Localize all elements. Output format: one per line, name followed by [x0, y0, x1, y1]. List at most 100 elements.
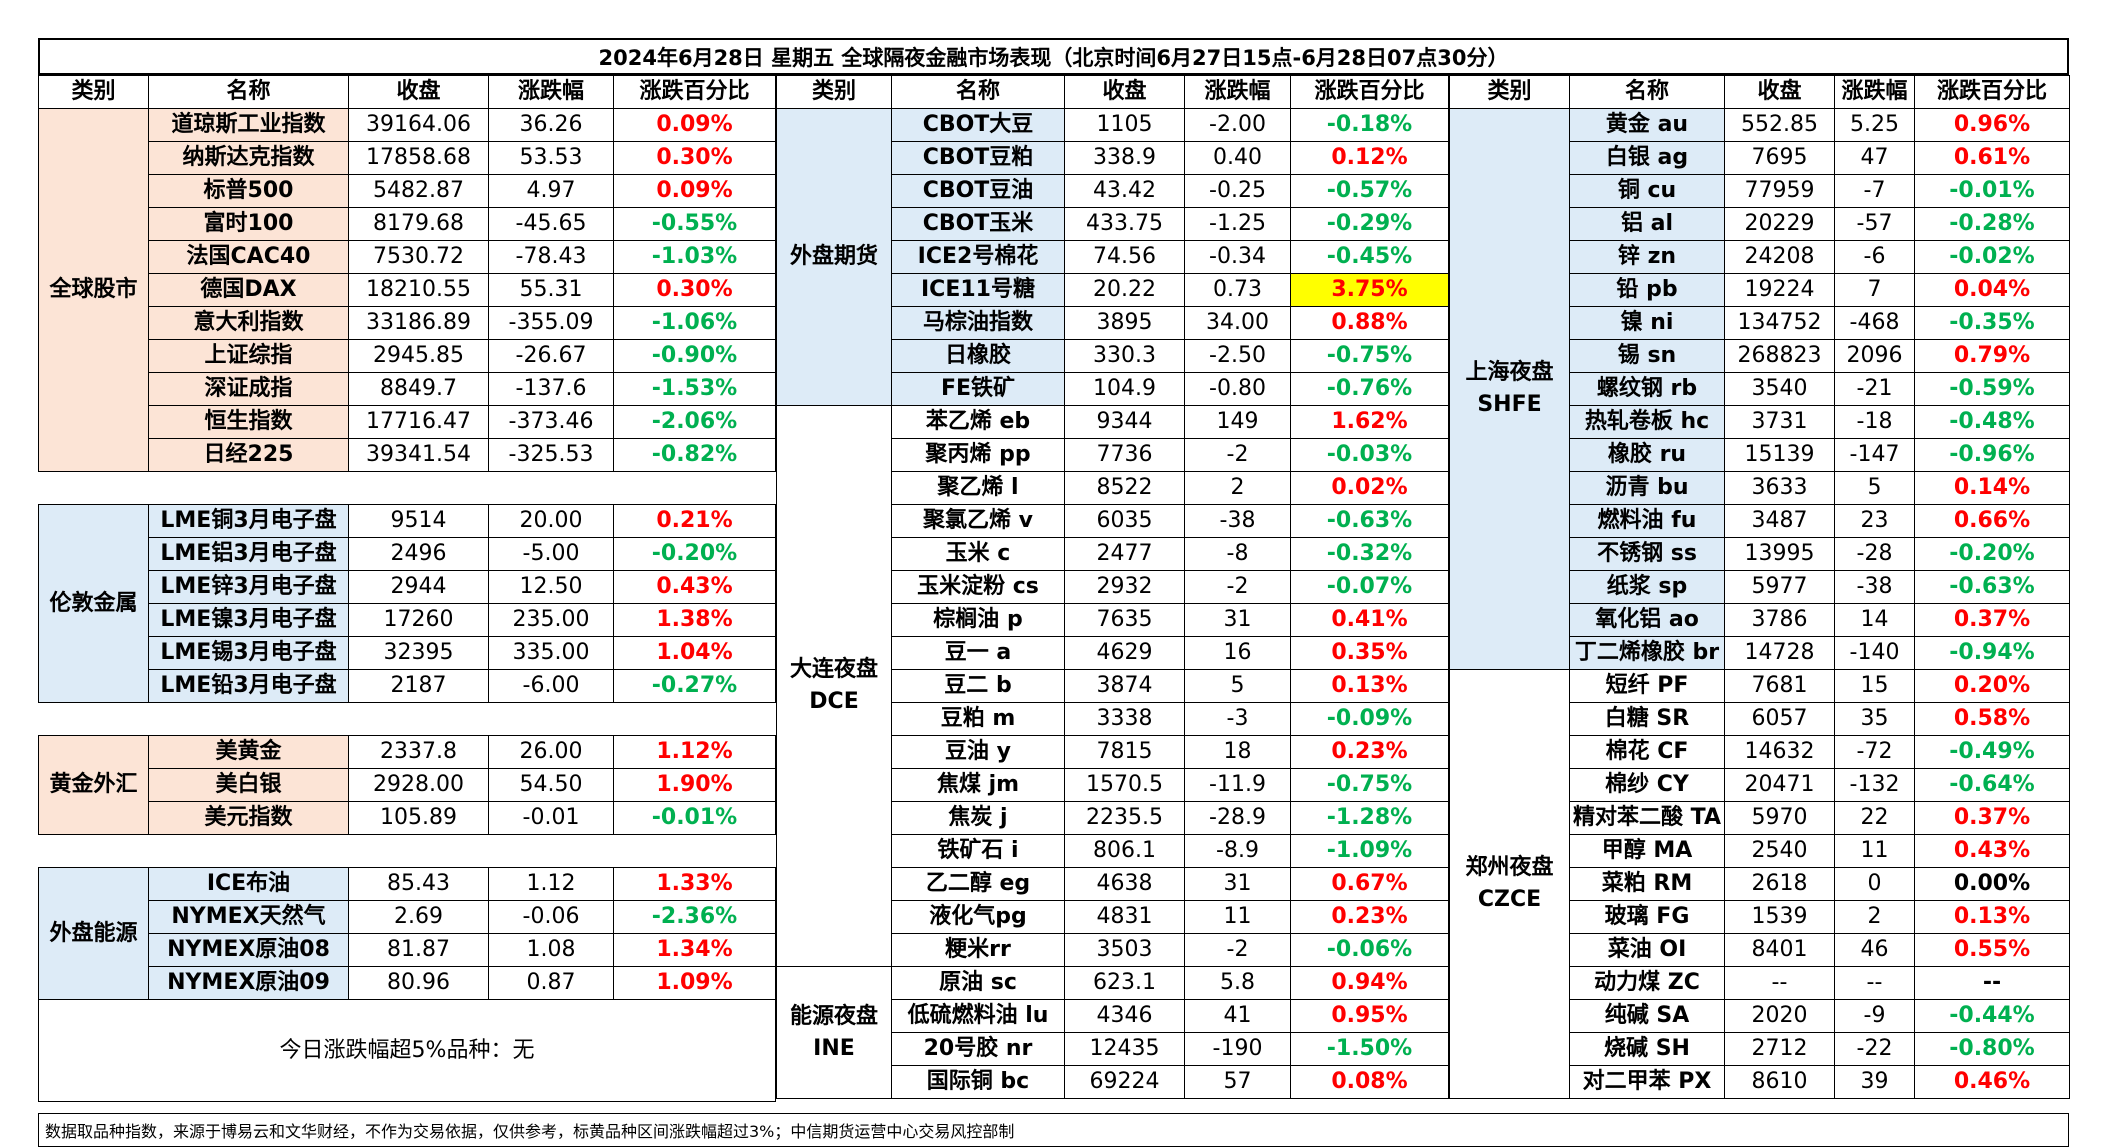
change-cell: 5.8 [1184, 966, 1291, 1000]
header-change-pct: 涨跌百分比 [1290, 75, 1449, 109]
change-cell: -18 [1834, 405, 1915, 439]
change-cell: -45.65 [488, 207, 614, 241]
table-row: 锌 zn 24208 -6 -0.02% [1450, 240, 2070, 274]
close-cell: 806.1 [1064, 834, 1185, 868]
header-change: 涨跌幅 [1184, 75, 1291, 109]
close-cell: 3503 [1064, 933, 1185, 967]
table-row: 法国CAC40 7530.72 -78.43 -1.03% [39, 240, 776, 274]
change-cell: 4.97 [488, 174, 614, 208]
name-cell: 动力煤 ZC [1569, 966, 1725, 1000]
close-cell: 6035 [1064, 504, 1185, 538]
change-cell: 34.00 [1184, 306, 1291, 340]
change-cell: 11 [1834, 834, 1915, 868]
name-cell: 玉米淀粉 cs [891, 570, 1065, 604]
close-cell: 17260 [348, 603, 489, 637]
change-pct-cell: 0.58% [1914, 702, 2070, 736]
change-pct-cell: -0.09% [1290, 702, 1449, 736]
close-cell: 17858.68 [348, 141, 489, 175]
close-cell: 20229 [1724, 207, 1835, 241]
table-row: 锡 sn 268823 2096 0.79% [1450, 339, 2070, 373]
table-row: 玉米淀粉 cs 2932 -2 -0.07% [777, 570, 1449, 604]
close-cell: 7815 [1064, 735, 1185, 769]
change-cell: -9 [1834, 999, 1915, 1033]
change-cell: 57 [1184, 1065, 1291, 1099]
name-cell: 纯碱 SA [1569, 999, 1725, 1033]
table-row: 橡胶 ru 15139 -147 -0.96% [1450, 438, 2070, 472]
table-row: 大连夜盘 DCE 苯乙烯 eb 9344 149 1.62% [776, 405, 1449, 967]
change-pct-cell: -0.49% [1914, 735, 2070, 769]
table-row: 全球股市 道琼斯工业指数 39164.06 36.26 0.09% [38, 108, 776, 472]
change-cell: 16 [1184, 636, 1291, 670]
limit-note: 今日涨跌幅超5%品种：无 [38, 999, 776, 1102]
change-pct-cell: -0.02% [1914, 240, 2070, 274]
change-pct-cell: 0.37% [1914, 801, 2070, 835]
close-cell: 4629 [1064, 636, 1185, 670]
close-cell: 9514 [348, 504, 489, 538]
change-cell: -132 [1834, 768, 1915, 802]
close-cell: 77959 [1724, 174, 1835, 208]
close-cell: 6057 [1724, 702, 1835, 736]
name-cell: CBOT豆油 [891, 174, 1065, 208]
change-pct-cell: 1.12% [613, 735, 776, 769]
close-cell: 2187 [348, 669, 489, 703]
change-pct-cell: 0.66% [1914, 504, 2070, 538]
change-pct-cell: -1.06% [613, 306, 776, 340]
close-cell: 2020 [1724, 999, 1835, 1033]
table-row: 纸浆 sp 5977 -38 -0.63% [1450, 570, 2070, 604]
close-cell: 24208 [1724, 240, 1835, 274]
change-pct-cell: 0.43% [1914, 834, 2070, 868]
change-cell: 5.25 [1834, 108, 1915, 142]
spacer-cell [38, 702, 776, 736]
header-name: 名称 [148, 75, 349, 109]
table-row: 郑州夜盘 CZCE 短纤 PF 7681 15 0.20% [1449, 669, 2070, 1099]
name-cell: NYMEX天然气 [148, 900, 349, 934]
close-cell: 268823 [1724, 339, 1835, 373]
table-row: 豆粕 m 3338 -3 -0.09% [777, 702, 1449, 736]
name-cell: LME铝3月电子盘 [148, 537, 349, 571]
change-pct-cell: 0.04% [1914, 273, 2070, 307]
change-pct-cell: -0.44% [1914, 999, 2070, 1033]
change-cell: 11 [1184, 900, 1291, 934]
close-cell: 623.1 [1064, 966, 1185, 1000]
table-row: 聚氯乙烯 v 6035 -38 -0.63% [777, 504, 1449, 538]
change-pct-cell: 1.62% [1290, 405, 1449, 439]
change-cell: 5 [1184, 669, 1291, 703]
name-cell: 锌 zn [1569, 240, 1725, 274]
change-cell: -38 [1184, 504, 1291, 538]
change-pct-cell: -0.03% [1290, 438, 1449, 472]
close-cell: 8849.7 [348, 372, 489, 406]
change-pct-cell: -- [1914, 966, 2070, 1000]
change-cell: 20.00 [488, 504, 614, 538]
table-row: 燃料油 fu 3487 23 0.66% [1450, 504, 2070, 538]
name-cell: 聚氯乙烯 v [891, 504, 1065, 538]
change-cell: 2 [1184, 471, 1291, 505]
change-pct-cell: -0.35% [1914, 306, 2070, 340]
table-row: 菜粕 RM 2618 0 0.00% [1450, 867, 2070, 901]
name-cell: 黄金 au [1569, 108, 1725, 142]
close-cell: 19224 [1724, 273, 1835, 307]
table-row: 对二甲苯 PX 8610 39 0.46% [1450, 1065, 2070, 1099]
name-cell: 螺纹钢 rb [1569, 372, 1725, 406]
name-cell: 聚丙烯 pp [891, 438, 1065, 472]
change-cell: 0.40 [1184, 141, 1291, 175]
change-pct-cell: -0.55% [613, 207, 776, 241]
name-cell: CBOT大豆 [891, 108, 1065, 142]
category-cell: 能源夜盘 INE [776, 966, 892, 1099]
change-cell: -373.46 [488, 405, 614, 439]
change-pct-cell: 1.09% [613, 966, 776, 1000]
table-row: LME镍3月电子盘 17260 235.00 1.38% [39, 603, 776, 637]
change-cell: 54.50 [488, 768, 614, 802]
change-cell: -6 [1834, 240, 1915, 274]
change-pct-cell: 1.38% [613, 603, 776, 637]
name-cell: 焦炭 j [891, 801, 1065, 835]
name-cell: 原油 sc [891, 966, 1065, 1000]
table-row: 德国DAX 18210.55 55.31 0.30% [39, 273, 776, 307]
change-pct-cell: 0.00% [1914, 867, 2070, 901]
close-cell: 14728 [1724, 636, 1835, 670]
change-pct-cell: -0.45% [1290, 240, 1449, 274]
change-cell: 47 [1834, 141, 1915, 175]
change-cell: 2 [1834, 900, 1915, 934]
change-pct-cell: 0.23% [1290, 900, 1449, 934]
close-cell: 33186.89 [348, 306, 489, 340]
change-cell: -57 [1834, 207, 1915, 241]
